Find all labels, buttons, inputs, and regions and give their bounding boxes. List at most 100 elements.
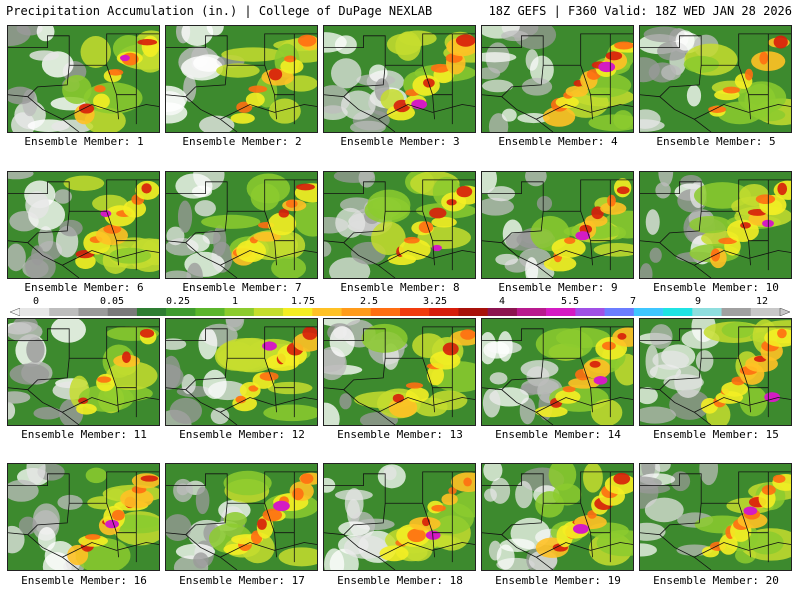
moderate-precip — [450, 472, 475, 492]
colorbar-swatch — [546, 308, 576, 316]
precip-map — [482, 26, 633, 132]
dry-patch — [329, 326, 355, 357]
dry-patch — [695, 350, 714, 372]
colorbar-swatch — [107, 308, 138, 316]
member-label: Ensemble Member: 14 — [495, 428, 621, 441]
dry-patch — [529, 55, 554, 85]
ensemble-panel — [639, 318, 792, 426]
extreme-precip — [120, 54, 130, 62]
dry-patch — [8, 401, 16, 420]
dry-patch — [166, 364, 184, 390]
light-precip — [246, 173, 291, 204]
ensemble-panel — [323, 318, 476, 426]
dry-patch — [482, 388, 501, 418]
heavy-precip — [755, 194, 776, 204]
colorbar-tick-label: 0 — [32, 296, 40, 307]
dry-patch — [33, 406, 63, 420]
ensemble-panel — [165, 318, 318, 426]
heavy-precip — [616, 186, 630, 195]
dry-patch — [8, 172, 34, 180]
light-precip — [80, 36, 111, 69]
heavy-precip — [777, 182, 788, 196]
light-precip — [398, 30, 437, 47]
colorbar-swatch — [633, 308, 664, 316]
extreme-precip — [105, 519, 119, 529]
heavy-precip — [111, 509, 125, 521]
colorbar-swatches — [10, 308, 790, 316]
dry-patch — [645, 209, 660, 235]
dry-patch — [515, 480, 533, 509]
colorbar-swatch — [458, 308, 488, 316]
member-label: Ensemble Member: 8 — [340, 281, 460, 294]
moderate-precip — [93, 93, 110, 109]
colorbar-swatch — [253, 308, 284, 316]
heavy-precip — [564, 237, 576, 244]
colorbar-tick-label: 1 — [231, 296, 239, 307]
moderate-precip — [600, 202, 627, 215]
state-boundaries — [166, 179, 317, 278]
light-precip — [109, 247, 152, 264]
precip-map — [8, 319, 159, 425]
heavy-precip — [777, 328, 787, 339]
light-precip — [201, 214, 261, 229]
moderate-precip — [245, 92, 265, 107]
heavy-precip — [562, 386, 576, 393]
member-label: Ensemble Member: 15 — [653, 428, 779, 441]
ensemble-panel — [7, 171, 160, 279]
colorbar-swatch — [516, 308, 547, 316]
dry-patch — [640, 263, 653, 278]
extreme-precip — [598, 61, 616, 73]
member-label: Ensemble Member: 10 — [653, 281, 779, 294]
heavy-precip — [94, 85, 106, 93]
moderate-precip — [551, 237, 586, 258]
colorbar-arrow-right — [779, 308, 790, 316]
heavy-precip — [602, 341, 616, 351]
dry-patch — [32, 503, 60, 535]
heavy-precip — [617, 333, 627, 340]
dry-patch — [513, 26, 557, 50]
moderate-precip — [267, 212, 297, 236]
light-precip — [223, 470, 272, 496]
dry-patch — [340, 90, 376, 120]
moderate-precip — [76, 403, 97, 415]
heavy-precip — [722, 86, 740, 94]
dry-patch — [483, 341, 510, 359]
colorbar-tick-label: 0.05 — [99, 296, 125, 307]
ensemble-panel — [7, 25, 160, 133]
dry-patch — [521, 77, 553, 96]
heavy-precip — [295, 183, 315, 191]
dry-patch — [9, 363, 50, 385]
colorbar-tick-label: 5.5 — [560, 296, 580, 307]
dry-patch — [18, 516, 38, 535]
state-boundaries — [640, 471, 791, 570]
dry-patch — [655, 182, 671, 199]
colorbar-swatch — [166, 308, 196, 316]
dry-patch — [54, 189, 72, 204]
dry-patch — [686, 84, 702, 107]
light-precip — [590, 399, 623, 425]
precip-map — [166, 26, 317, 132]
colorbar-swatch — [692, 308, 722, 316]
colorbar-tick-label: 2.5 — [359, 296, 379, 307]
dry-patch — [349, 120, 386, 132]
state-boundaries — [640, 326, 791, 425]
heavy-precip — [278, 208, 290, 218]
state-boundaries — [482, 179, 633, 278]
dry-patch — [183, 74, 197, 103]
dry-patch — [181, 56, 224, 81]
heavy-precip — [463, 477, 472, 487]
ensemble-panel — [323, 463, 476, 571]
dry-patch — [25, 191, 50, 219]
dry-patch — [169, 397, 203, 424]
light-precip — [429, 390, 468, 411]
precip-map — [482, 172, 633, 278]
dry-patch — [489, 372, 508, 385]
light-precip — [361, 323, 408, 353]
moderate-precip — [534, 405, 568, 418]
dry-patch — [193, 552, 209, 569]
ensemble-panel — [165, 171, 318, 279]
precip-map — [640, 464, 791, 570]
dry-patch — [210, 407, 230, 425]
member-label: Ensemble Member: 3 — [340, 135, 460, 148]
moderate-precip — [543, 255, 577, 272]
